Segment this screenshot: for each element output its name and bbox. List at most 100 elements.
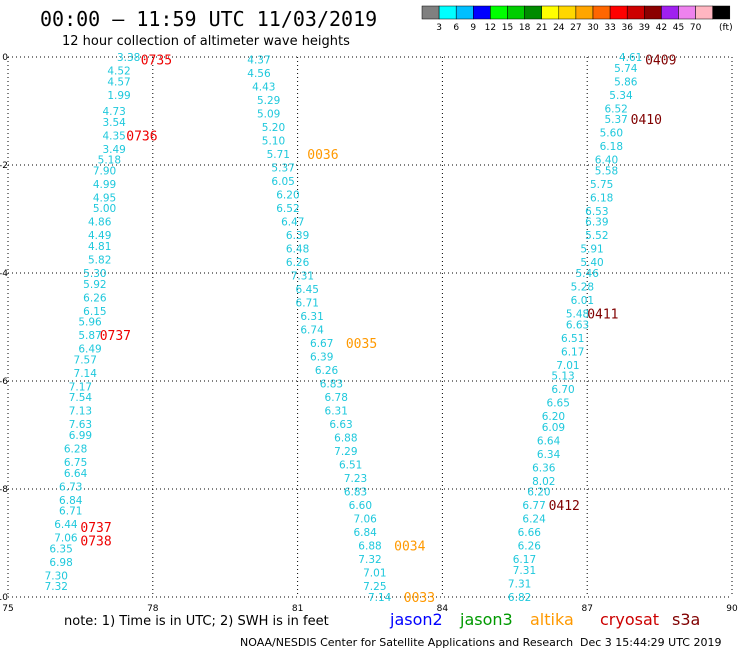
wave-height-value: 6.98	[49, 557, 72, 569]
colorbar-label: 45	[673, 23, 684, 33]
wave-height-value: 6.17	[513, 554, 536, 566]
wave-height-value: 6.15	[83, 306, 106, 318]
wave-height-value: 7.30	[45, 570, 68, 582]
colorbar-label: 18	[519, 23, 531, 33]
wave-height-value: 5.10	[262, 136, 285, 148]
wave-height-value: 6.73	[59, 481, 82, 493]
pass-label-altika: 0034	[394, 540, 425, 555]
colorbar-label: 30	[587, 23, 599, 33]
wave-height-value: 6.67	[310, 338, 333, 350]
colorbar-swatch	[678, 5, 696, 20]
wave-height-value: 7.57	[74, 354, 97, 366]
wave-height-value: 6.71	[296, 298, 319, 310]
wave-height-value: 5.29	[257, 95, 280, 107]
wave-height-value: 6.78	[325, 392, 348, 404]
y-tick-label: 0	[2, 53, 8, 63]
wave-height-value: 7.90	[93, 165, 116, 177]
colorbar-label: 27	[570, 23, 581, 33]
wave-height-value: 4.35	[102, 130, 125, 142]
wave-height-value: 6.26	[518, 541, 542, 553]
wave-height-value: 6.52	[276, 203, 299, 215]
colorbar-label: 15	[502, 23, 513, 33]
colorbar-label: 24	[553, 23, 565, 33]
wave-height-value: 6.05	[271, 176, 294, 188]
wave-height-value: 7.01	[363, 568, 386, 580]
wave-height-value: 4.43	[252, 82, 275, 94]
wave-height-value: 5.60	[600, 128, 623, 140]
mission-legend: jason2 jason3 altika cryosat s3a	[389, 610, 700, 629]
wave-height-value: 7.17	[69, 381, 92, 393]
legend-jason2: jason2	[389, 610, 443, 629]
colorbar-swatch	[421, 5, 440, 20]
colorbar-swatch	[558, 5, 577, 20]
wave-height-value: 6.53	[585, 206, 608, 218]
wave-height-value: 6.60	[349, 500, 372, 512]
pass-label-cryosat: 0737	[100, 329, 131, 344]
pass-label-cryosat: 0737	[80, 521, 111, 536]
x-tick-label: 78	[147, 604, 159, 614]
x-tick-label: 90	[726, 604, 738, 614]
wave-height-value: 6.88	[358, 541, 381, 553]
wave-height-colorbar: 3 6 9 12 15 18 21 24 27 30 33 36 39 42 45 70 (ft)	[421, 5, 733, 33]
wave-height-value: 6.83	[320, 379, 343, 391]
wave-height-value: 3.38	[117, 52, 140, 64]
wave-height-value: 7.01	[556, 360, 579, 372]
wave-height-value: 6.31	[300, 311, 323, 323]
wave-height-value: 6.82	[508, 592, 531, 604]
pass-label-s3a: 0409	[645, 54, 676, 69]
wave-height-value: 6.40	[595, 155, 618, 167]
wave-height-value: 6.18	[590, 192, 613, 204]
wave-height-value: 6.01	[571, 295, 594, 307]
wave-height-value: 5.28	[571, 282, 594, 294]
wave-height-value: 5.71	[267, 149, 290, 161]
pass-label-altika: 0033	[404, 591, 435, 606]
wave-height-values: 3.38 4.524.57 1.99 4.733.544.35 3.495.187.90…	[45, 52, 643, 604]
wave-height-value: 7.32	[358, 554, 381, 566]
wave-height-value: 7.31	[513, 565, 536, 577]
colorbar-swatch	[626, 5, 645, 20]
colorbar-swatch	[695, 5, 713, 20]
wave-height-value: 6.39	[286, 230, 309, 242]
wave-height-value: 6.99	[69, 430, 92, 442]
colorbar-swatch	[644, 5, 662, 20]
wave-height-value: 6.09	[542, 422, 565, 434]
wave-height-value: 5.09	[257, 109, 280, 121]
wave-height-value: 5.75	[590, 179, 613, 191]
legend-s3a: s3a	[672, 610, 700, 629]
wave-height-value: 6.63	[329, 419, 352, 431]
colorbar-unit: (ft)	[719, 23, 733, 33]
wave-height-value: 6.28	[64, 444, 87, 456]
wave-height-value: 6.39	[585, 217, 608, 229]
wave-height-value: 5.48	[566, 309, 589, 321]
wave-height-value: 6.66	[518, 527, 542, 539]
colorbar-swatch	[541, 5, 560, 20]
wave-height-value: 7.13	[69, 406, 92, 418]
wave-height-value: 3.54	[102, 117, 126, 129]
wave-height-value: 4.37	[247, 55, 270, 67]
wave-height-value: 5.58	[595, 165, 618, 177]
wave-height-value: 7.54	[69, 392, 93, 404]
wave-height-value: 6.84	[353, 527, 377, 539]
wave-height-value: 5.52	[585, 230, 608, 242]
credit-text: NOAA/NESDIS Center for Satellite Applica…	[240, 636, 573, 649]
wave-height-value: 6.49	[78, 344, 101, 356]
y-tick-label: -10	[0, 593, 8, 603]
wave-height-value: 4.86	[88, 217, 112, 229]
wave-height-value: 7.31	[508, 579, 531, 591]
wave-height-value: 4.49	[88, 230, 111, 242]
wave-height-value: 6.83	[344, 487, 367, 499]
wave-height-value: 4.99	[93, 179, 116, 191]
wave-height-value: 6.51	[561, 333, 584, 345]
wave-height-value: 6.63	[566, 319, 589, 331]
wave-height-value: 6.88	[334, 433, 357, 445]
wave-height-value: 5.91	[580, 244, 603, 256]
wave-height-value: 6.64	[537, 435, 561, 447]
wave-height-value: 6.20	[542, 411, 565, 423]
wave-height-value: 5.18	[98, 155, 121, 167]
colorbar-swatch	[592, 5, 611, 20]
colorbar-swatch	[507, 5, 525, 20]
wave-height-value: 6.17	[561, 346, 584, 358]
wave-height-value: 6.24	[522, 514, 546, 526]
colorbar-label: 39	[639, 23, 651, 33]
wave-height-value: 6.35	[49, 543, 72, 555]
